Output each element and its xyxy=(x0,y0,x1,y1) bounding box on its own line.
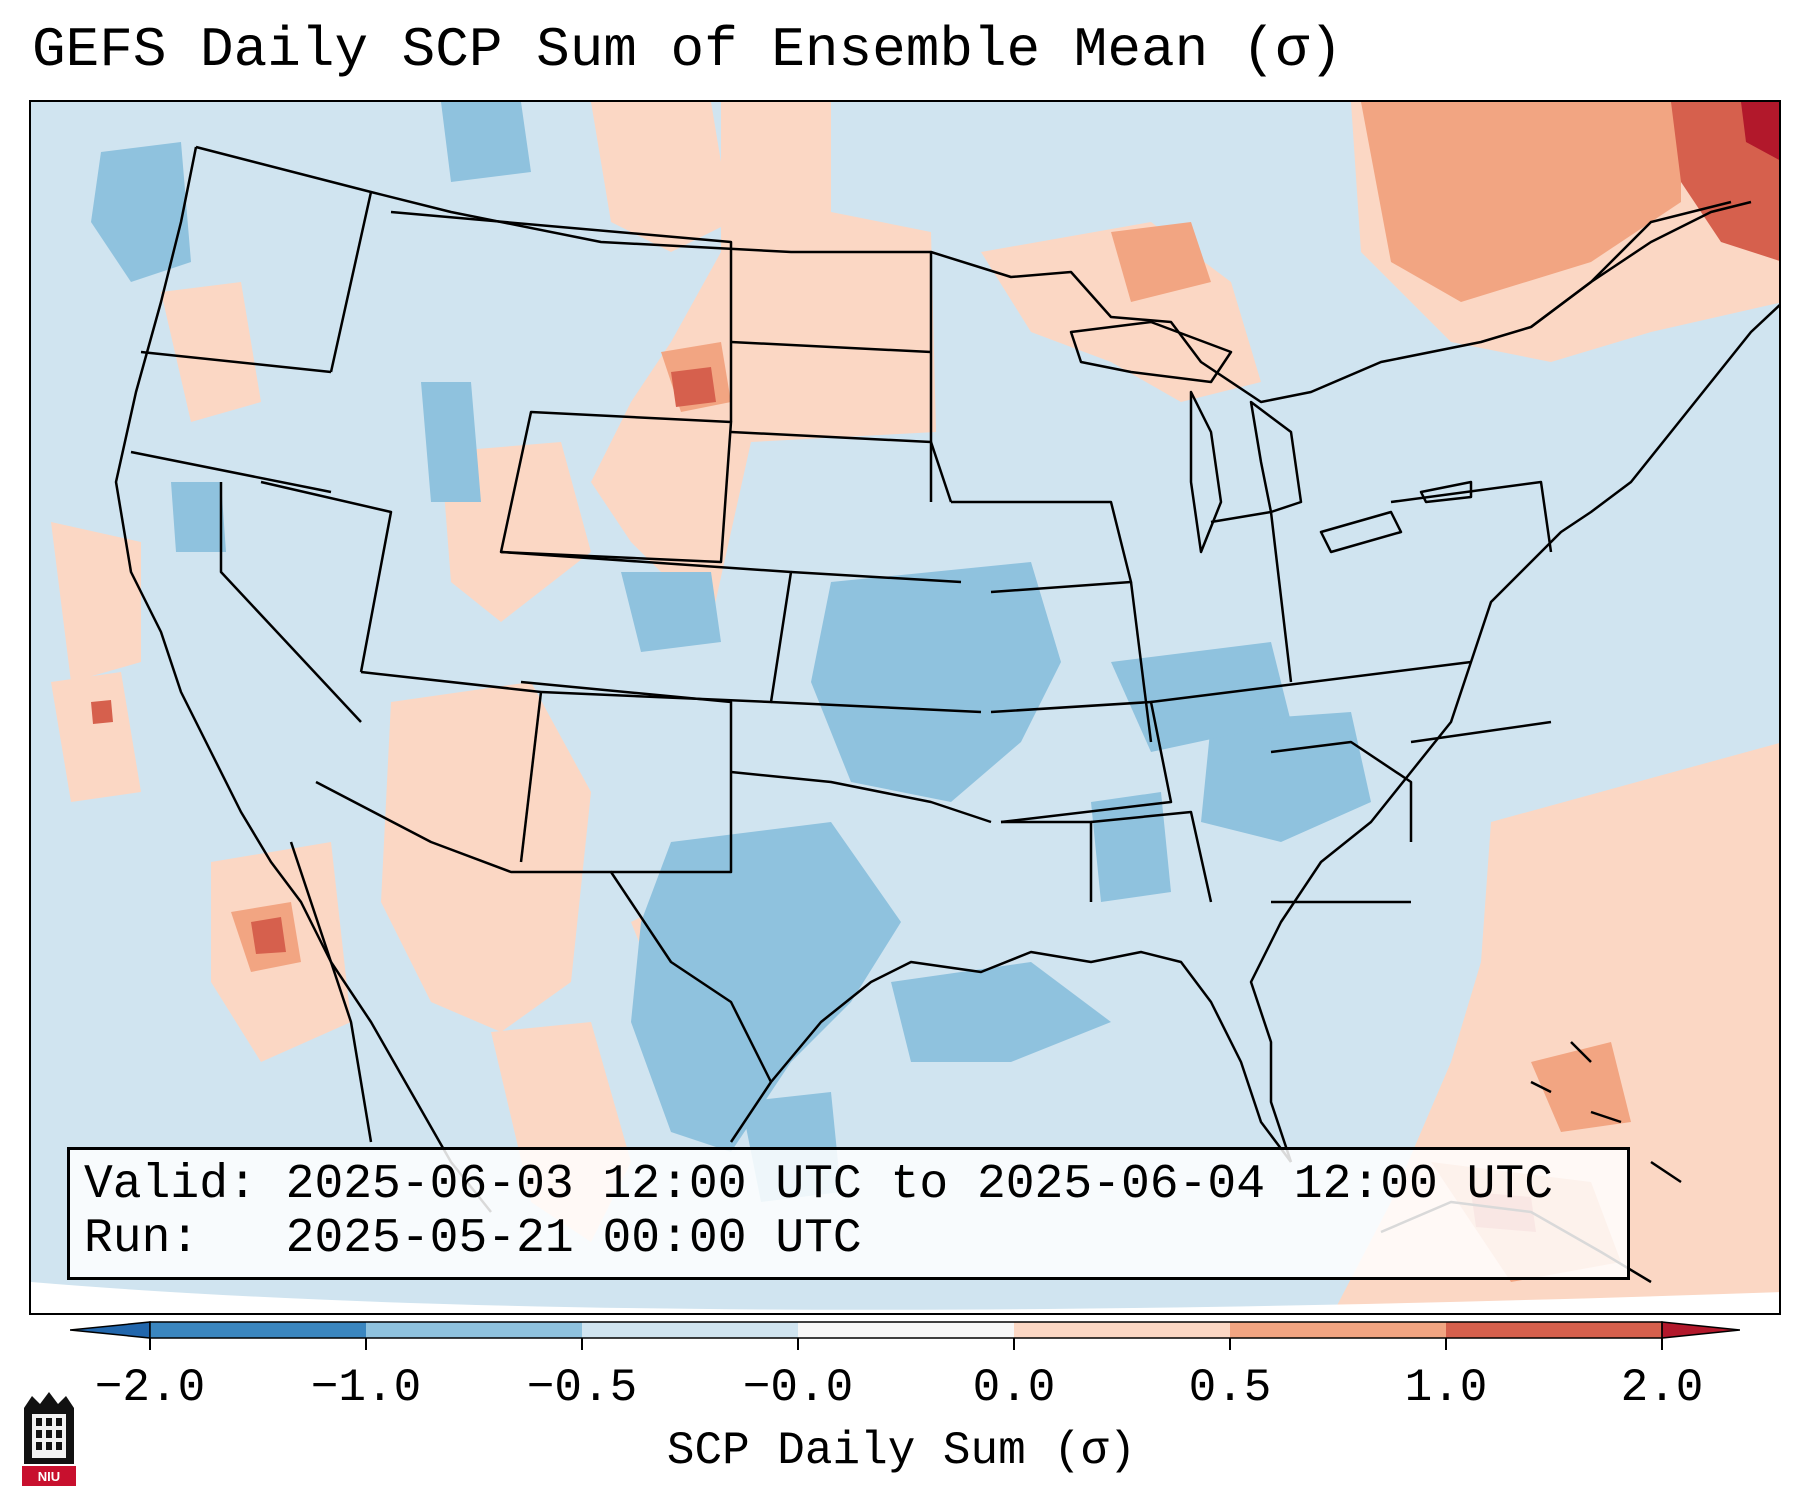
lake-ontario xyxy=(1419,480,1473,504)
state-line-id xyxy=(329,191,373,373)
colorbar-extend-high xyxy=(1661,1321,1740,1339)
niu-logo-text: NIU xyxy=(37,1469,61,1484)
baja-coast xyxy=(289,841,373,1143)
colorbar-seg-5 xyxy=(1230,1322,1446,1338)
alabama-negative xyxy=(1091,792,1171,902)
idaho-negative xyxy=(421,382,481,502)
carolina-negative xyxy=(1231,752,1321,827)
valid-line: Valid: 2025-06-03 12:00 UTC to 2025-06-0… xyxy=(84,1158,1554,1212)
state-line-il-in xyxy=(1129,581,1153,743)
bahamas-1 xyxy=(1530,1080,1552,1094)
state-line-ia xyxy=(951,500,1133,594)
pacific-nw-negative xyxy=(91,142,191,282)
pacific-nw-positive xyxy=(161,282,261,422)
state-line-wy xyxy=(499,410,733,564)
colorbar-ticks xyxy=(149,1338,1663,1350)
boundaries xyxy=(114,145,1779,1284)
state-line-wa-or xyxy=(140,350,332,374)
colorbar-seg-1 xyxy=(366,1322,582,1338)
colorbar-tick-label: 0.0 xyxy=(972,1362,1056,1414)
state-line-nd-sd xyxy=(730,340,932,354)
state-line-ks-ok xyxy=(770,700,982,714)
state-line-mo-ar xyxy=(990,700,1173,824)
lake-erie xyxy=(1319,510,1403,554)
state-line-pa-ny xyxy=(1390,480,1553,553)
southwest-positive xyxy=(381,682,591,1032)
gulf-coast xyxy=(729,950,1292,1163)
colorbar-tick-label: −2.0 xyxy=(94,1362,206,1414)
state-line-ca-nv xyxy=(219,482,362,723)
texas-negative xyxy=(631,822,901,1152)
state-line-mt xyxy=(390,210,733,422)
colorbar-seg-4 xyxy=(1014,1322,1230,1338)
extreme-positive-regions xyxy=(1741,102,1779,160)
colorbar-extend-low xyxy=(70,1321,151,1339)
state-line-va-nc xyxy=(1410,720,1552,744)
state-line-ne-ks xyxy=(790,570,962,584)
pacific-strong xyxy=(91,700,113,724)
montana-strong xyxy=(671,367,716,407)
state-line-nv-ut xyxy=(260,480,393,673)
colorbar-seg-0 xyxy=(150,1322,366,1338)
lake-superior xyxy=(1069,320,1233,384)
bahamas-2 xyxy=(1590,1110,1622,1124)
colorbar-tick-label: −0.0 xyxy=(742,1362,854,1414)
labrador-extreme xyxy=(1741,102,1779,160)
colorbar-tick-label: 0.5 xyxy=(1188,1362,1272,1414)
colorado-negative xyxy=(621,572,721,652)
chart-title: GEFS Daily SCP Sum of Ensemble Mean (σ) xyxy=(32,18,1343,82)
st-lawrence xyxy=(1530,200,1752,328)
map-canvas xyxy=(31,102,1779,1313)
colorbar-tick-label: 2.0 xyxy=(1620,1362,1704,1414)
lake-huron xyxy=(1249,400,1303,514)
ontario-moderate xyxy=(1111,222,1211,302)
mexico-border xyxy=(315,780,773,1083)
bahamas-4 xyxy=(1570,1041,1592,1063)
state-line-ut-az xyxy=(360,670,542,694)
missouri-negative xyxy=(811,562,1061,802)
pacific-positive-1 xyxy=(51,522,141,682)
state-line-or-ca xyxy=(130,450,332,494)
california-gulf-strong xyxy=(251,917,286,954)
colorbar-label: SCP Daily Sum (σ) xyxy=(666,1425,1137,1477)
nevada-negative xyxy=(171,482,226,552)
colorbar-tick-label: −1.0 xyxy=(310,1362,422,1414)
map-panel xyxy=(29,100,1781,1315)
run-line: Run: 2025-05-21 00:00 UTC xyxy=(84,1212,862,1266)
colorbar-tick-label: −0.5 xyxy=(526,1362,638,1414)
pacific-positive-2 xyxy=(51,672,141,802)
bahamas-3 xyxy=(1650,1160,1682,1184)
negative-anomaly-regions xyxy=(91,102,1371,1202)
bc-negative xyxy=(441,102,531,182)
colorbar-seg-2 xyxy=(582,1322,798,1338)
lake-michigan xyxy=(1189,390,1223,554)
west-coast xyxy=(114,146,492,1213)
colorbar-tick-label: 1.0 xyxy=(1404,1362,1488,1414)
niu-logo: NIU xyxy=(18,1388,80,1488)
niu-logo-icon xyxy=(22,1392,76,1486)
gulf-negative xyxy=(891,962,1111,1062)
bahamas-moderate xyxy=(1531,1042,1631,1132)
canada-central-positive xyxy=(591,102,731,252)
quebec-moderate xyxy=(1361,102,1681,302)
colorbar xyxy=(70,1321,1740,1350)
state-line-az-nm xyxy=(519,691,543,863)
state-line-nm-tx xyxy=(520,680,733,874)
state-line-co xyxy=(500,550,793,704)
colorbar-seg-3 xyxy=(798,1322,1014,1338)
valid-time-box: Valid: 2025-06-03 12:00 UTC to 2025-06-0… xyxy=(67,1147,1630,1280)
projection-edge xyxy=(31,1282,1779,1313)
state-line-sc-ga xyxy=(1270,740,1413,842)
state-line-tn-ky xyxy=(1150,660,1472,704)
state-line-ms-al xyxy=(1090,810,1213,903)
state-line-ok-tx xyxy=(730,770,992,824)
colorbar-seg-6 xyxy=(1446,1322,1662,1338)
northern-plains-positive xyxy=(591,102,936,622)
